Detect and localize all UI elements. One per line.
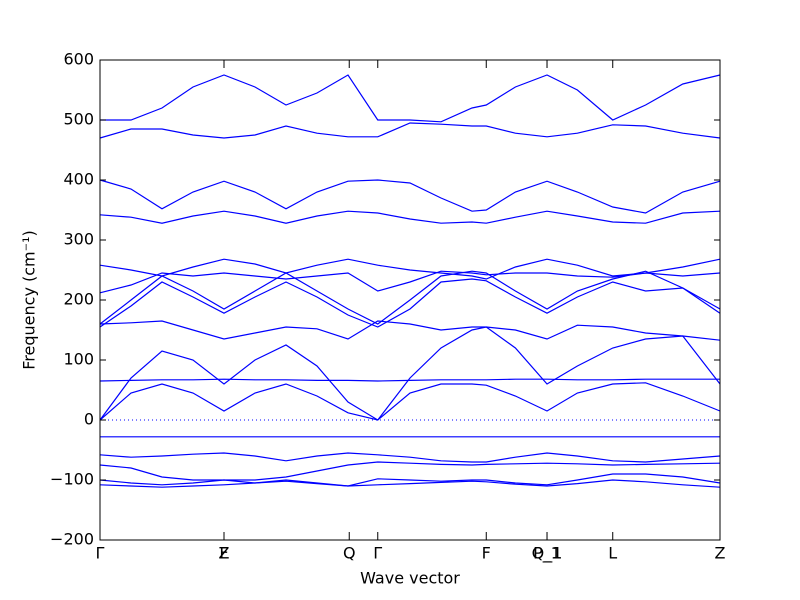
band-line xyxy=(99,179,721,214)
x-tick-label: L xyxy=(608,544,617,563)
y-axis-label: Frequency (cm⁻¹) xyxy=(20,230,39,369)
y-tick-label: 0 xyxy=(84,410,94,429)
x-tick-label: Z xyxy=(715,544,726,563)
y-tick-label: 300 xyxy=(63,230,94,249)
band-line xyxy=(99,382,721,421)
band-line xyxy=(99,326,721,421)
band-line xyxy=(99,461,721,481)
x-tick-label: Γ xyxy=(96,544,105,563)
x-tick-label: Γ xyxy=(373,544,382,563)
y-tick-label: −100 xyxy=(50,470,94,489)
band-line xyxy=(99,473,721,487)
band-line xyxy=(99,452,721,463)
band-line xyxy=(99,258,721,280)
x-tick-label: F xyxy=(482,544,491,563)
x-tick-label: Z xyxy=(219,544,230,563)
band-line xyxy=(100,74,721,123)
x-axis-label: Wave vector xyxy=(360,569,460,588)
band-line xyxy=(99,122,721,139)
x-tick-label: Q_1 xyxy=(532,544,563,564)
band-line xyxy=(99,479,721,488)
x-tick-label: Q xyxy=(343,544,356,563)
band-line xyxy=(99,278,721,328)
y-tick-label: 100 xyxy=(63,350,94,369)
band-line xyxy=(99,210,721,224)
band-line xyxy=(99,270,721,325)
band-line xyxy=(99,270,721,294)
band-line xyxy=(99,378,720,382)
y-tick-label: 600 xyxy=(63,50,94,69)
y-tick-label: −200 xyxy=(50,530,94,549)
y-tick-label: 200 xyxy=(63,290,94,309)
y-tick-label: 400 xyxy=(63,170,94,189)
y-tick-label: 500 xyxy=(63,110,94,129)
x-tick-label: F xyxy=(219,544,228,563)
x-tick-label: P_1 xyxy=(533,544,561,564)
band-line xyxy=(99,320,721,341)
